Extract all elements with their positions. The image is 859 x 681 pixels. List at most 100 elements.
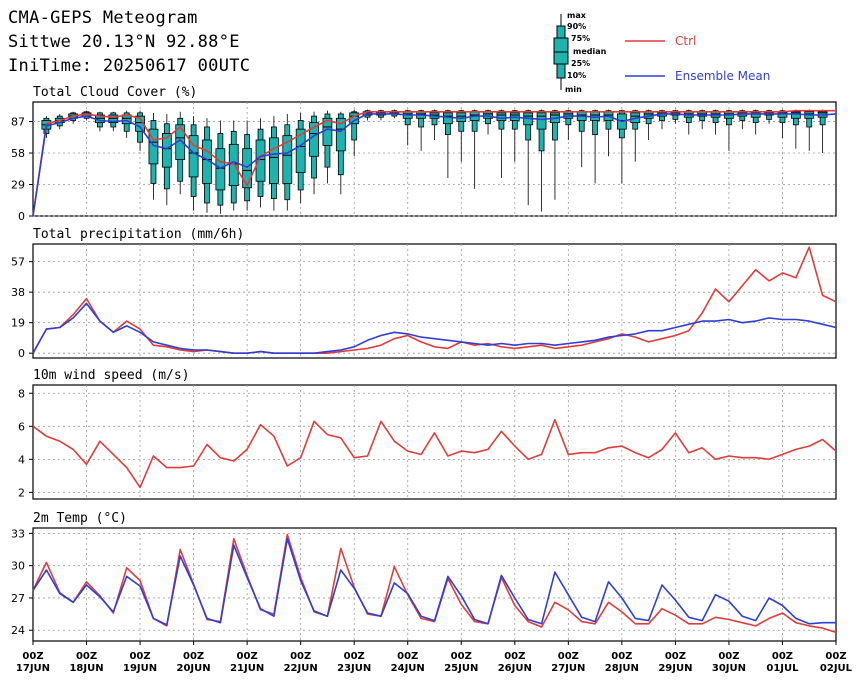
ensemble-box bbox=[161, 113, 172, 206]
panel-title-precip: Total precipitation (mm/6h) bbox=[33, 227, 244, 242]
ensemble-box bbox=[429, 109, 440, 140]
panel-title-cloud: Total Cloud Cover (%) bbox=[33, 85, 197, 100]
y-tick-label: 19 bbox=[11, 317, 25, 330]
x-tick-date: 25JUN bbox=[444, 663, 478, 674]
x-tick-date: 17JUN bbox=[16, 663, 50, 674]
y-tick-label: 24 bbox=[11, 624, 25, 637]
x-tick-date: 20JUN bbox=[177, 663, 211, 674]
box-legend-median-label: median bbox=[573, 47, 607, 56]
y-tick-label: 30 bbox=[11, 560, 25, 573]
box-inner bbox=[255, 139, 266, 182]
ctrl-line-wind bbox=[32, 418, 837, 489]
ensemble-box bbox=[95, 111, 105, 132]
ensemble-box bbox=[817, 109, 828, 154]
x-tick-hour: 00Z bbox=[825, 651, 846, 662]
x-tick-hour: 00Z bbox=[772, 651, 793, 662]
ensemble-box bbox=[496, 109, 507, 178]
ensemble-box bbox=[550, 109, 560, 200]
x-tick-date: 24JUN bbox=[391, 663, 425, 674]
chart-title: CMA-GEPS Meteogram bbox=[8, 8, 198, 28]
box-inner bbox=[188, 135, 199, 178]
x-tick-hour: 00Z bbox=[22, 651, 43, 662]
panel-frame-temp bbox=[32, 527, 837, 642]
line-legend: Ctrl Ensemble Mean bbox=[625, 34, 770, 83]
ensemble-box bbox=[536, 109, 547, 212]
x-tick-hour: 00Z bbox=[290, 651, 311, 662]
ensemble-box bbox=[563, 109, 574, 140]
y-tick-label: 6 bbox=[18, 420, 25, 433]
x-tick-date: 21JUN bbox=[230, 663, 264, 674]
panel-title-temp: 2m Temp (°C) bbox=[33, 511, 127, 526]
ensemble-box bbox=[590, 109, 600, 184]
y-tick-label: 87 bbox=[11, 116, 25, 129]
ensemble-box bbox=[268, 116, 279, 211]
box-inner bbox=[268, 137, 279, 184]
box-inner bbox=[161, 133, 172, 168]
box-inner bbox=[215, 148, 226, 191]
box-outer bbox=[351, 111, 358, 141]
panel-title-wind: 10m wind speed (m/s) bbox=[33, 368, 190, 383]
x-tick-hour: 00Z bbox=[397, 651, 418, 662]
box-inner bbox=[295, 128, 306, 173]
ensemble-box bbox=[643, 109, 654, 140]
ensemble-box bbox=[228, 120, 239, 211]
y-tick-label: 33 bbox=[11, 527, 25, 540]
init-time-label: IniTime: 20250617 00UTC bbox=[8, 56, 251, 76]
y-tick-label: 4 bbox=[18, 453, 25, 466]
box-outer bbox=[538, 110, 545, 152]
panel-frame-precip bbox=[32, 243, 837, 359]
box-legend-max: max bbox=[567, 11, 587, 20]
y-tick-label: 29 bbox=[11, 179, 25, 192]
x-tick-date: 01JUL bbox=[766, 663, 799, 674]
ensemble-box bbox=[282, 113, 293, 211]
mean-line-temp bbox=[32, 537, 836, 626]
box-inner bbox=[590, 111, 600, 121]
panel-cloud: Total Cloud Cover (%) 0 29 58 87 bbox=[11, 85, 837, 223]
y-tick-label: 0 bbox=[18, 210, 25, 223]
box-outer bbox=[471, 110, 478, 132]
x-tick-date: 26JUN bbox=[498, 663, 532, 674]
x-tick-date: 28JUN bbox=[605, 663, 639, 674]
mean-line-precip bbox=[32, 302, 837, 355]
panel-wind: 10m wind speed (m/s) 2 4 6 8 bbox=[18, 368, 837, 500]
ctrl-line-precip bbox=[32, 246, 837, 355]
box-legend-min: min bbox=[565, 85, 582, 94]
x-tick-date: 23JUN bbox=[337, 663, 371, 674]
legend-ctrl-label: Ctrl bbox=[675, 34, 696, 48]
x-axis: 00Z17JUN00Z18JUN00Z19JUN00Z20JUN00Z21JUN… bbox=[16, 641, 853, 674]
box-inner bbox=[108, 114, 119, 124]
x-tick-date: 02JUL bbox=[820, 663, 853, 674]
ensemble-box bbox=[576, 109, 587, 168]
ensemble-box bbox=[790, 109, 801, 149]
x-tick-hour: 00Z bbox=[611, 651, 632, 662]
ensemble-box bbox=[710, 109, 721, 135]
box-inner bbox=[442, 112, 453, 125]
panel-frame-wind bbox=[32, 384, 837, 500]
y-tick-label: 2 bbox=[18, 486, 25, 499]
x-tick-hour: 00Z bbox=[451, 651, 472, 662]
ensemble-box bbox=[295, 112, 306, 203]
ensemble-box bbox=[335, 111, 346, 195]
box-inner bbox=[135, 115, 145, 132]
ensemble-box bbox=[322, 110, 333, 184]
box-inner bbox=[335, 117, 346, 152]
ensemble-box bbox=[175, 111, 186, 195]
box-outer bbox=[552, 110, 558, 141]
box-outer bbox=[578, 110, 585, 132]
x-tick-hour: 00Z bbox=[344, 651, 365, 662]
box-legend-p90: 90% bbox=[567, 22, 586, 31]
panel-temp: 2m Temp (°C) 24 27 30 33 bbox=[11, 511, 837, 642]
x-tick-hour: 00Z bbox=[129, 651, 150, 662]
x-tick-date: 27JUN bbox=[551, 663, 585, 674]
location-label: Sittwe 20.13°N 92.88°E bbox=[8, 32, 240, 52]
box-legend: max 90% 75% median 25% 10% min bbox=[553, 11, 607, 94]
ensemble-box bbox=[148, 112, 159, 200]
box-inner bbox=[496, 112, 507, 121]
ensemble-box bbox=[523, 109, 534, 206]
ensemble-box bbox=[202, 118, 212, 213]
box-outer bbox=[418, 110, 425, 128]
box-legend-inner-box bbox=[553, 37, 569, 65]
y-tick-label: 57 bbox=[11, 256, 25, 269]
legend-mean-label: Ensemble Mean bbox=[675, 69, 770, 83]
